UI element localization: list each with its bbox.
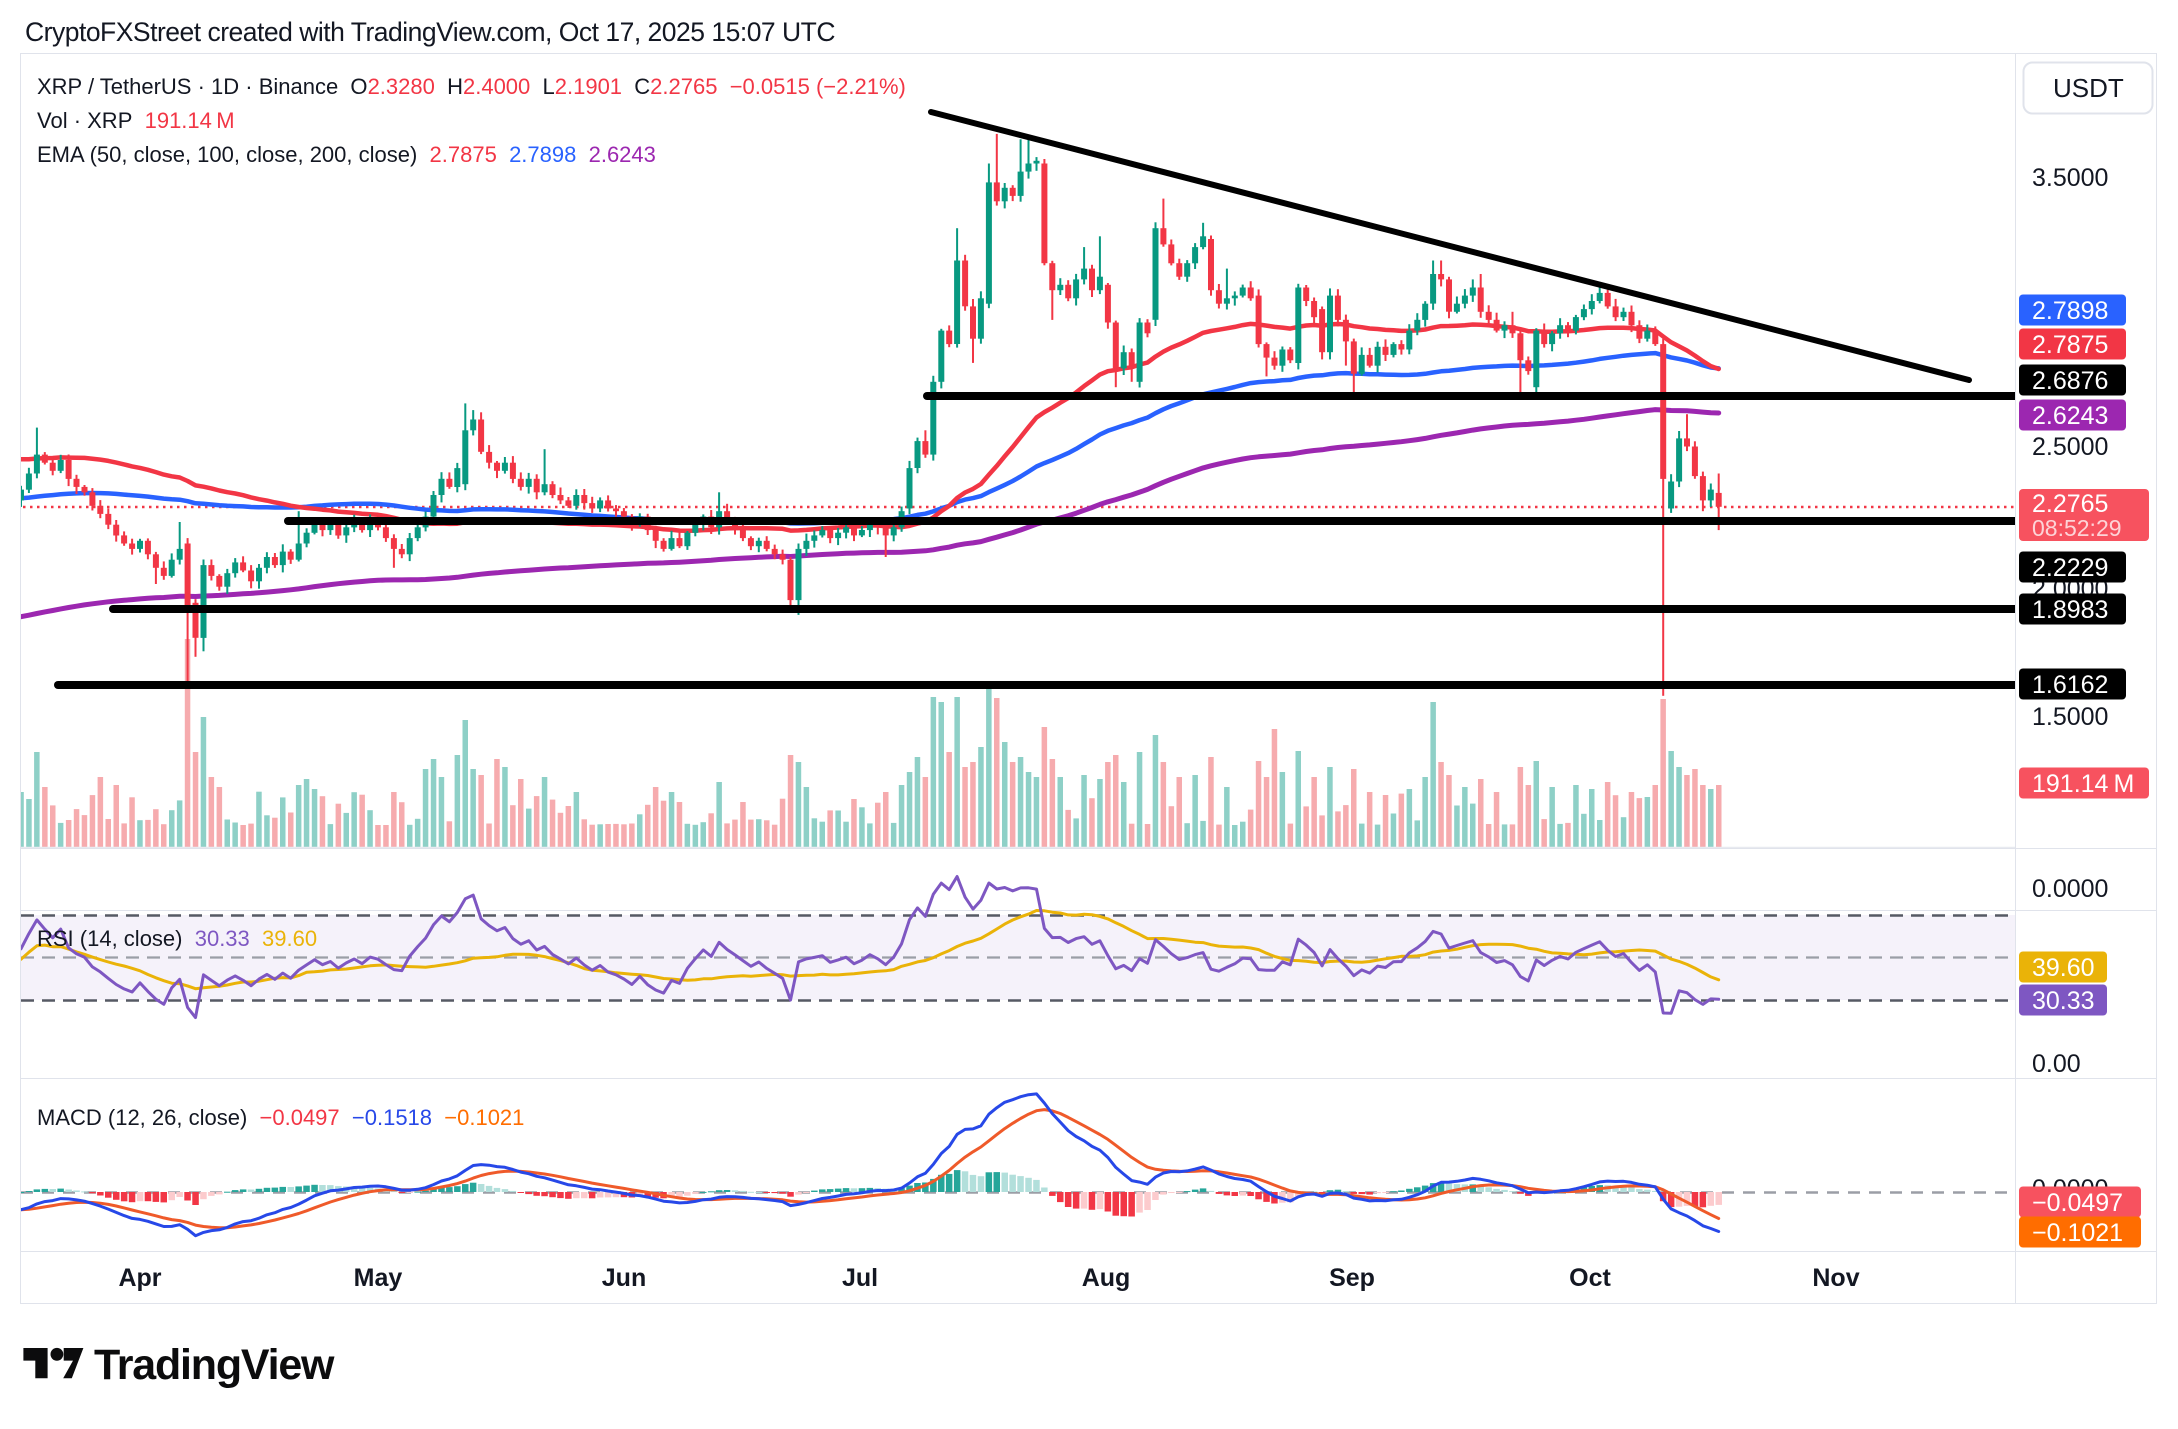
svg-text:Jun: Jun — [602, 1264, 646, 1292]
svg-text:MACD (12, 26, close) −0.0497: MACD (12, 26, close) −0.0497 −0.1518 −0.… — [37, 1105, 524, 1130]
svg-text:1.6162: 1.6162 — [2032, 671, 2108, 699]
svg-text:2.7875: 2.7875 — [2032, 331, 2108, 359]
svg-text:USDT: USDT — [2053, 73, 2124, 103]
svg-text:TradingView: TradingView — [94, 1341, 335, 1389]
svg-text:191.14 M: 191.14 M — [2032, 770, 2134, 798]
svg-text:CryptoFXStreet created with Tr: CryptoFXStreet created with TradingView.… — [25, 17, 835, 47]
svg-text:39.60: 39.60 — [2032, 954, 2095, 982]
svg-text:Vol · XRP 191.14 M: Vol · XRP 191.14 M — [37, 108, 235, 133]
svg-text:2.2229: 2.2229 — [2032, 554, 2108, 582]
svg-text:08:52:29: 08:52:29 — [2032, 515, 2122, 541]
svg-text:1.8983: 1.8983 — [2032, 596, 2108, 624]
svg-text:Jul: Jul — [842, 1264, 878, 1292]
svg-text:−0.0497: −0.0497 — [2032, 1189, 2123, 1217]
svg-text:2.6876: 2.6876 — [2032, 367, 2108, 395]
svg-text:RSI (14, close) 30.33 39.60: RSI (14, close) 30.33 39.60 — [37, 926, 317, 951]
svg-text:May: May — [354, 1264, 403, 1292]
svg-text:3.5000: 3.5000 — [2032, 164, 2108, 192]
svg-text:Aug: Aug — [1082, 1264, 1131, 1292]
svg-text:EMA (50, close, 100, close, 20: EMA (50, close, 100, close, 200, close) … — [37, 142, 656, 167]
svg-text:2.5000: 2.5000 — [2032, 433, 2108, 461]
svg-text:Nov: Nov — [1812, 1264, 1859, 1292]
svg-text:0.0000: 0.0000 — [2032, 875, 2108, 903]
svg-text:−0.1021: −0.1021 — [2032, 1219, 2123, 1247]
svg-text:Apr: Apr — [118, 1264, 161, 1292]
svg-text:30.33: 30.33 — [2032, 987, 2095, 1015]
svg-text:Sep: Sep — [1329, 1264, 1375, 1292]
svg-text:XRP / TetherUS · 1D · Binance: XRP / TetherUS · 1D · Binance O2.3280 H2… — [37, 74, 906, 99]
svg-text:2.2765: 2.2765 — [2032, 490, 2108, 518]
svg-text:2.7898: 2.7898 — [2032, 297, 2108, 325]
svg-text:2.6243: 2.6243 — [2032, 402, 2108, 430]
svg-text:1.5000: 1.5000 — [2032, 703, 2108, 731]
svg-text:0.00: 0.00 — [2032, 1050, 2081, 1078]
svg-text:Oct: Oct — [1569, 1264, 1611, 1292]
